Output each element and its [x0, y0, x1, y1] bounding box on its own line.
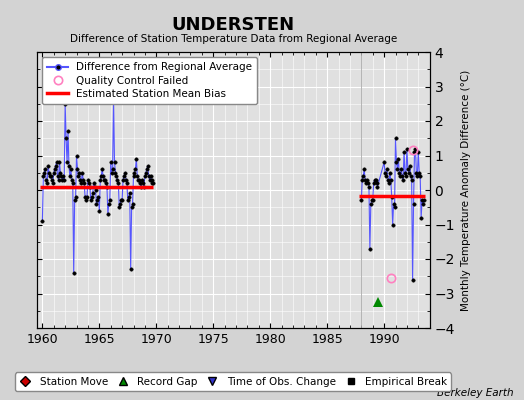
Title: UNDERSTEN: UNDERSTEN	[172, 16, 294, 34]
Text: Difference of Station Temperature Data from Regional Average: Difference of Station Temperature Data f…	[70, 34, 397, 44]
Legend: Station Move, Record Gap, Time of Obs. Change, Empirical Break: Station Move, Record Gap, Time of Obs. C…	[15, 372, 451, 391]
Legend: Difference from Regional Average, Quality Control Failed, Estimated Station Mean: Difference from Regional Average, Qualit…	[42, 57, 257, 104]
Text: Berkeley Earth: Berkeley Earth	[437, 388, 514, 398]
Y-axis label: Monthly Temperature Anomaly Difference (°C): Monthly Temperature Anomaly Difference (…	[461, 69, 471, 311]
